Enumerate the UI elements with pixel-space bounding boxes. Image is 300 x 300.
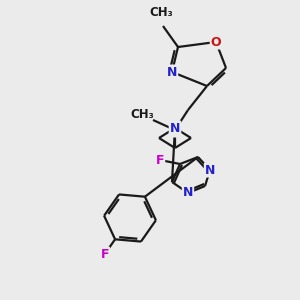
Text: F: F <box>156 154 164 167</box>
Text: F: F <box>100 248 109 260</box>
Text: CH₃: CH₃ <box>149 6 173 19</box>
Text: N: N <box>183 187 193 200</box>
Text: N: N <box>167 65 177 79</box>
Text: N: N <box>170 124 180 136</box>
Text: CH₃: CH₃ <box>130 107 154 121</box>
Text: O: O <box>211 35 221 49</box>
Text: N: N <box>205 164 215 176</box>
Text: N: N <box>170 122 180 134</box>
